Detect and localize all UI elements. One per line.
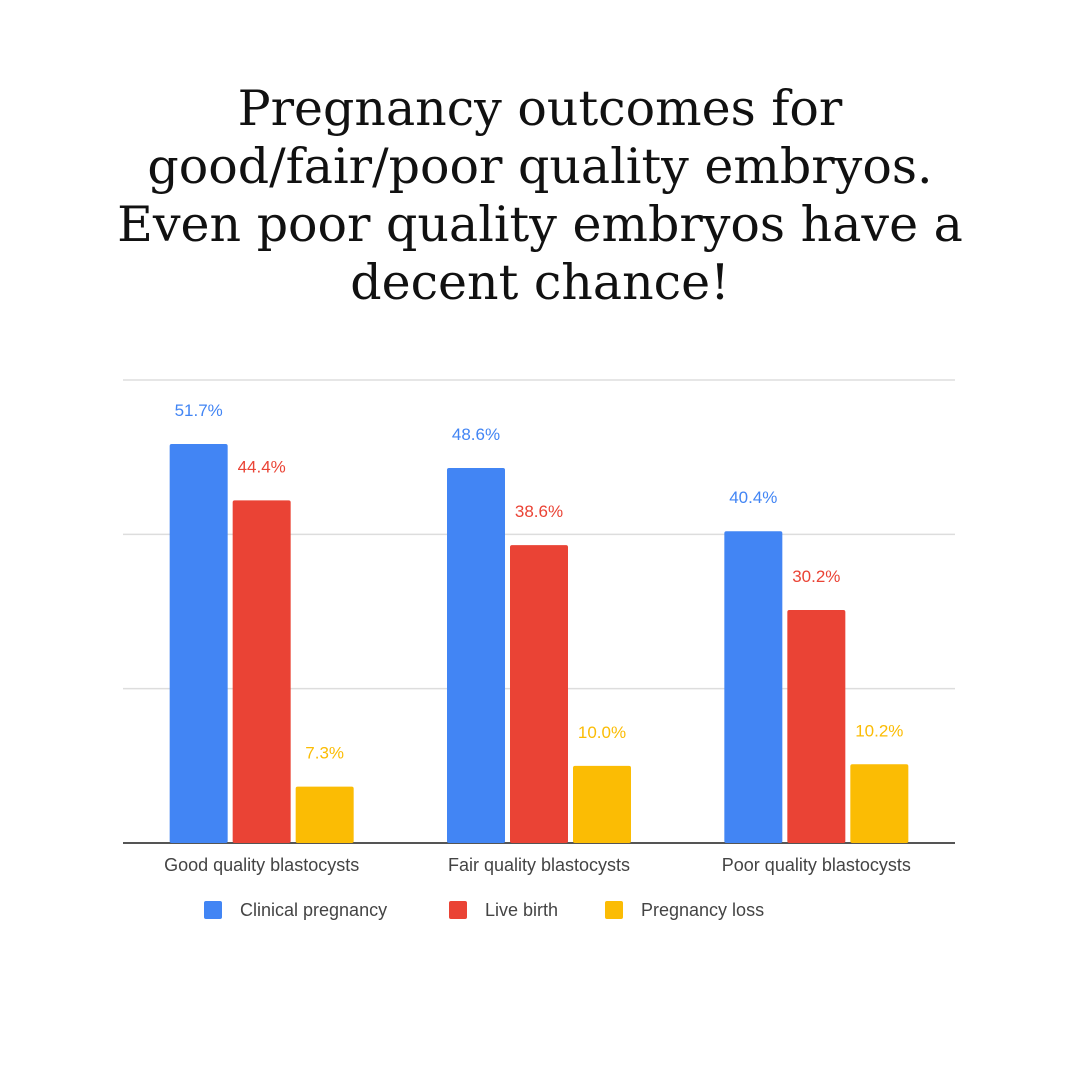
title-line: good/fair/poor quality embryos. [147,138,933,195]
bar-live-birth [232,500,291,843]
bar-clinical-pregnancy [169,444,228,843]
bar-clinical-pregnancy [724,531,783,843]
legend-swatch [204,901,222,919]
category-label: Good quality blastocysts [164,855,359,875]
data-label: 40.4% [729,488,777,507]
title-line: Pregnancy outcomes for [237,80,843,137]
bar-pregnancy-loss [295,786,354,843]
data-label: 44.4% [238,457,286,476]
category-label: Poor quality blastocysts [722,855,911,875]
bar-pregnancy-loss [850,764,909,843]
title-line: decent chance! [350,254,730,311]
bar-pregnancy-loss [573,765,631,843]
bar-clinical-pregnancy [447,467,505,843]
legend-swatch [605,901,623,919]
data-label: 30.2% [792,567,840,586]
data-label: 10.2% [855,721,903,740]
category-label: Fair quality blastocysts [448,855,630,875]
data-label: 48.6% [452,425,500,444]
data-label: 51.7% [175,401,223,420]
bar-live-birth [510,545,568,843]
title-line: Even poor quality embryos have a [117,196,963,253]
legend-swatch [449,901,467,919]
bar-live-birth [787,609,846,843]
data-label: 38.6% [515,502,563,521]
legend-label: Pregnancy loss [641,900,764,920]
data-label: 7.3% [305,744,344,763]
data-label: 10.0% [578,723,626,742]
legend-label: Live birth [485,900,558,920]
chart-title: Pregnancy outcomes for good/fair/poor qu… [60,80,1020,312]
legend-label: Clinical pregnancy [240,900,387,920]
